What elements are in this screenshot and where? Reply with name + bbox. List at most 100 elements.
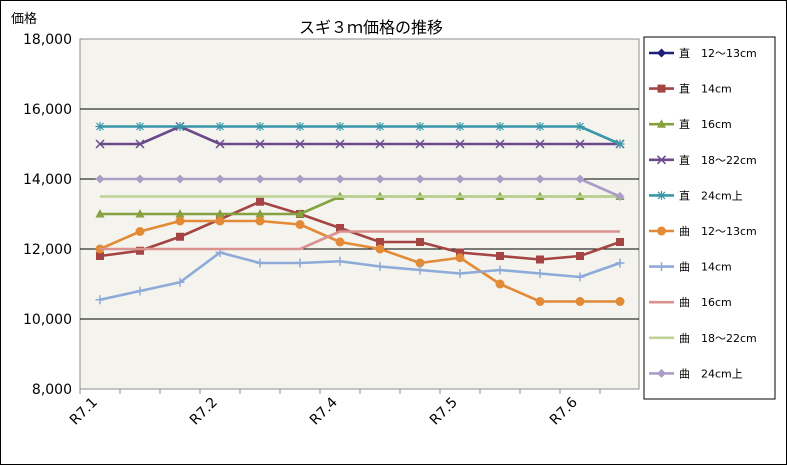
series-line <box>100 125 620 146</box>
legend-label: 直 14cm <box>679 82 732 96</box>
legend-item: 曲 16cm <box>649 296 732 309</box>
y-axis-unit-label: 価格 <box>11 11 37 27</box>
chart-title: スギ３ｍ価格の推移 <box>299 18 443 37</box>
series-line <box>100 230 620 251</box>
data-point <box>656 155 667 165</box>
series-group <box>95 248 625 305</box>
data-point <box>456 248 464 257</box>
data-point <box>295 122 305 131</box>
y-tick-label: 14,000 <box>23 172 72 188</box>
y-tick-label: 8,000 <box>32 382 72 398</box>
legend-label: 曲 16cm <box>679 296 732 309</box>
data-point <box>135 227 145 236</box>
data-point <box>295 209 305 218</box>
data-point <box>657 84 666 93</box>
series-group <box>95 174 625 201</box>
data-point <box>255 258 265 268</box>
data-point <box>535 297 545 306</box>
data-point <box>415 122 425 131</box>
legend-label: 曲 24cm上 <box>679 367 743 380</box>
y-tick-label: 16,000 <box>23 102 72 118</box>
data-point <box>657 48 666 58</box>
series-line <box>100 125 621 146</box>
data-point <box>415 174 425 184</box>
data-point <box>535 122 545 131</box>
data-point <box>616 238 624 246</box>
data-point <box>615 139 625 149</box>
data-point <box>215 209 225 218</box>
data-point <box>615 192 625 201</box>
legend-item: 直 24cm上 <box>649 188 743 202</box>
data-point <box>335 256 345 266</box>
data-point <box>95 174 105 184</box>
data-point <box>535 139 545 149</box>
data-point <box>255 216 265 226</box>
data-point <box>455 139 465 149</box>
data-point <box>215 216 225 226</box>
data-point <box>376 238 384 246</box>
data-point <box>657 368 666 378</box>
data-point <box>295 220 305 229</box>
legend-label: 直 18～22cm <box>679 153 757 167</box>
data-point <box>295 258 305 268</box>
legend-label: 直 16cm <box>679 117 732 131</box>
y-tick-label: 12,000 <box>23 242 72 258</box>
data-point <box>375 139 385 149</box>
data-point <box>495 265 505 275</box>
data-point <box>657 190 666 200</box>
data-point <box>575 122 585 131</box>
data-point <box>96 252 104 260</box>
x-axis <box>79 388 639 394</box>
data-point <box>135 209 145 218</box>
data-point <box>495 279 505 289</box>
data-point <box>295 139 305 149</box>
data-point <box>495 174 505 184</box>
data-point <box>495 122 505 131</box>
data-point <box>415 265 425 275</box>
legend-label: 曲 14cm <box>679 261 732 274</box>
data-point <box>256 197 264 206</box>
data-point <box>375 122 385 131</box>
data-point <box>176 232 184 241</box>
series-line <box>99 251 621 302</box>
data-point <box>535 269 545 278</box>
data-point <box>295 174 305 184</box>
data-point <box>335 174 345 184</box>
x-tick-label: R7.5 <box>427 395 461 429</box>
data-point <box>95 139 105 149</box>
data-point <box>495 139 505 149</box>
series-layer <box>95 121 625 306</box>
data-point <box>135 139 145 149</box>
legend-item: 直 12～13cm <box>649 46 757 60</box>
data-point <box>135 286 145 296</box>
data-point <box>215 122 225 131</box>
series-group <box>95 216 625 306</box>
data-point <box>657 262 666 272</box>
data-point <box>496 252 504 260</box>
data-point <box>455 174 465 184</box>
series-line <box>100 177 621 198</box>
legend-item: 曲 18～22cm <box>649 332 757 345</box>
x-tick-label: R7.6 <box>547 394 581 428</box>
data-point <box>615 258 625 268</box>
data-point <box>575 297 585 306</box>
data-point <box>657 226 666 236</box>
legend-item: 直 14cm <box>649 82 732 96</box>
data-point <box>536 255 544 264</box>
data-point <box>335 139 345 149</box>
data-point <box>615 297 625 306</box>
data-point <box>255 174 265 184</box>
data-point <box>135 122 145 131</box>
data-point <box>95 295 105 305</box>
data-point <box>136 246 144 255</box>
x-tick-label: R7.4 <box>307 394 341 428</box>
data-point <box>215 174 225 184</box>
data-point <box>535 174 545 184</box>
legend-item: 直 18～22cm <box>649 153 757 167</box>
data-point <box>415 258 425 268</box>
data-point <box>335 237 345 247</box>
legend-label: 直 12～13cm <box>679 46 757 60</box>
data-point <box>175 174 185 184</box>
